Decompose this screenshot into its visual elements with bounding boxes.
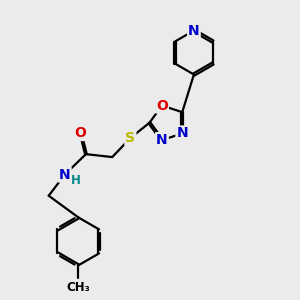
Text: S: S xyxy=(125,131,135,145)
Text: CH₃: CH₃ xyxy=(66,281,90,294)
Text: O: O xyxy=(75,126,87,140)
Text: N: N xyxy=(188,24,200,38)
Text: N: N xyxy=(59,168,70,182)
Text: N: N xyxy=(156,133,168,147)
Text: H: H xyxy=(71,174,81,187)
Text: O: O xyxy=(156,98,168,112)
Text: N: N xyxy=(176,127,188,140)
